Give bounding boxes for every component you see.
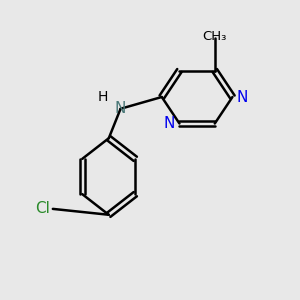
Text: N: N [164,116,175,131]
Text: H: H [98,90,108,104]
Text: CH₃: CH₃ [202,30,227,43]
Text: N: N [115,101,126,116]
Text: N: N [237,89,248,104]
Text: Cl: Cl [35,201,50,216]
